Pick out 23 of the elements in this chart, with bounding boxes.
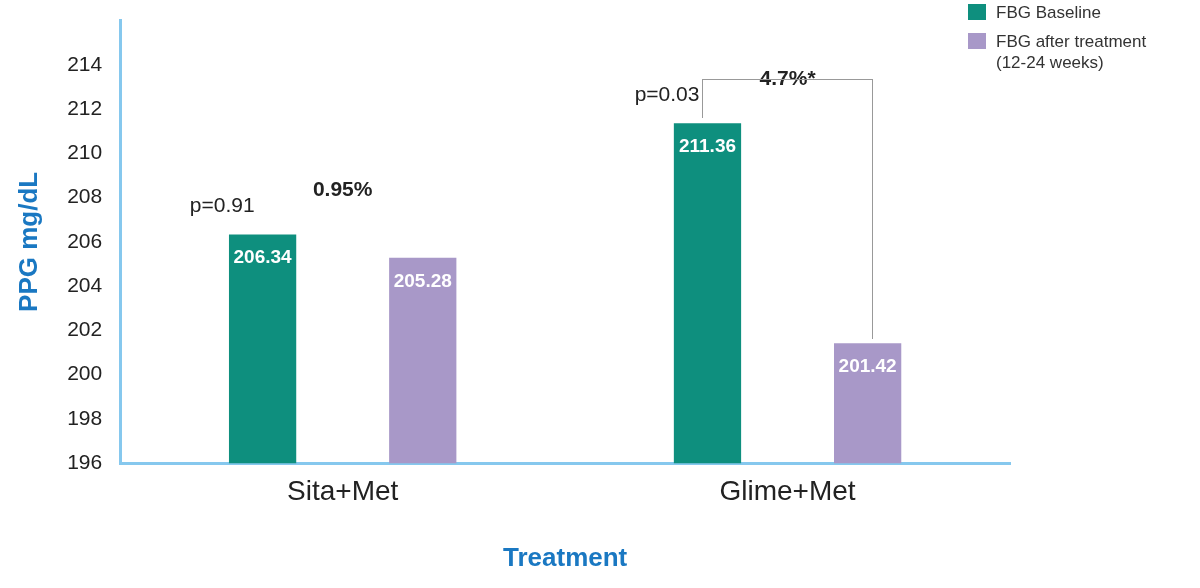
data-label: 205.28 [393, 269, 452, 291]
y-tick-label: 202 [67, 317, 103, 341]
x-tick-label: Sita+Met [287, 474, 399, 506]
annotation: 0.95% [312, 177, 373, 201]
y-tick-label: 214 [67, 51, 103, 75]
annotation: p=0.91 [189, 193, 255, 217]
y-axis-title: PPG mg/dL [12, 171, 43, 312]
y-tick-label: 204 [67, 272, 103, 296]
y-tick-label: 206 [67, 228, 103, 252]
data-label: 211.36 [678, 135, 737, 157]
legend-label: FBG after treatment (12-24 weeks) [996, 31, 1148, 73]
y-tick-label: 210 [67, 140, 103, 164]
data-label: 201.42 [838, 354, 897, 376]
y-tick-label: 198 [67, 405, 103, 429]
x-tick-label: Glime+Met [719, 474, 856, 506]
x-axis-title: Treatment [502, 541, 628, 572]
legend-label: FBG Baseline [996, 2, 1102, 23]
y-tick-label: 208 [67, 184, 103, 208]
y-tick-label: 196 [67, 450, 103, 473]
y-tick-label: 200 [67, 361, 103, 385]
data-label: 206.34 [233, 246, 293, 268]
y-tick-label: 212 [67, 95, 103, 119]
annotation: p=0.03 [634, 82, 700, 106]
